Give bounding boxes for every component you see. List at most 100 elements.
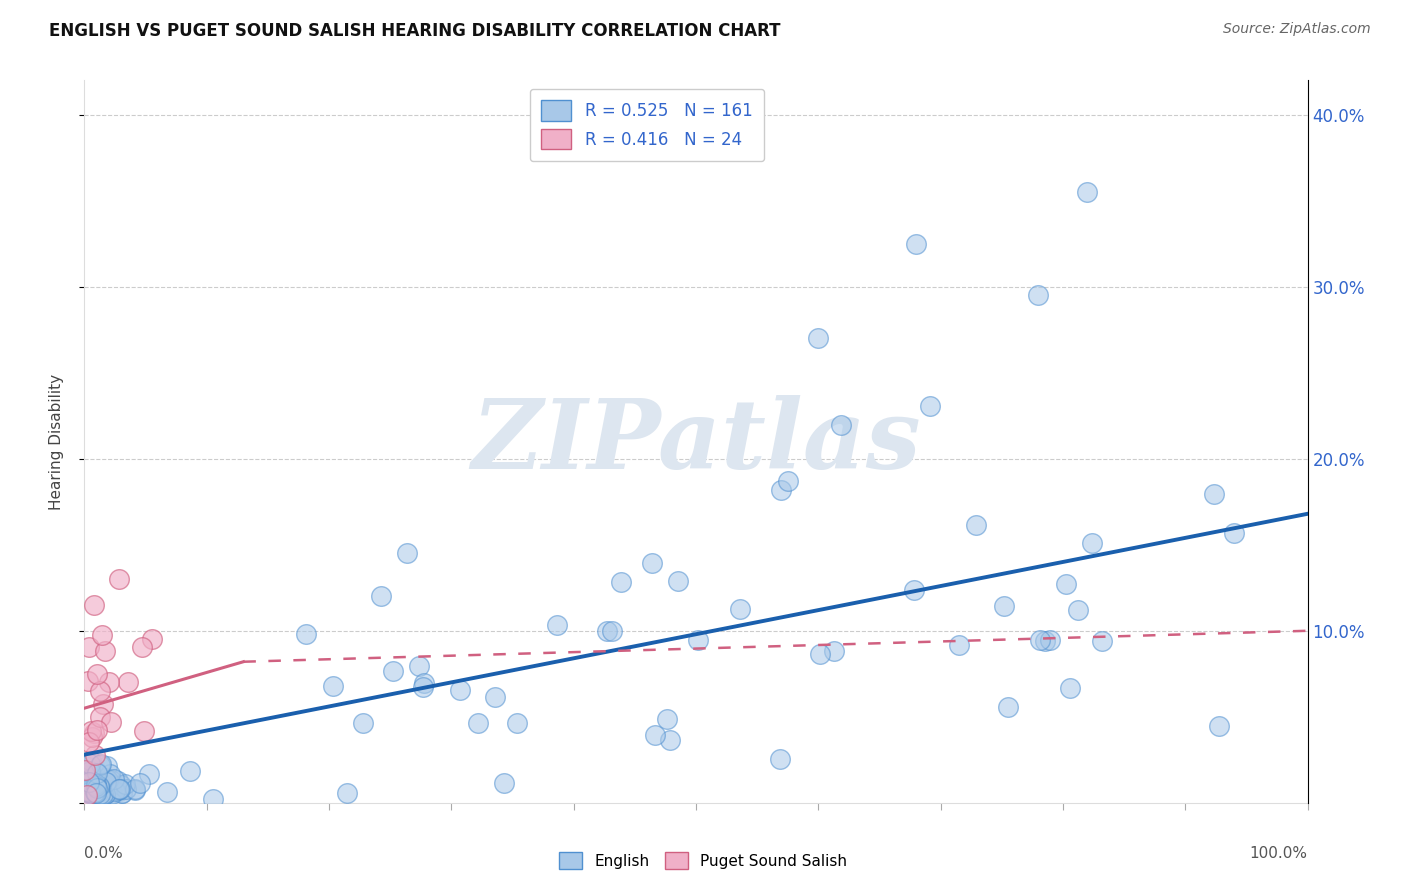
Point <box>295 626 318 640</box>
Point <box>770 483 793 498</box>
Point <box>641 556 664 570</box>
Point <box>86 780 108 795</box>
Point <box>91 697 114 711</box>
Point <box>107 774 129 789</box>
Point <box>77 640 100 654</box>
Point <box>657 712 679 726</box>
Point <box>73 784 96 798</box>
Point <box>84 781 107 796</box>
Text: ZIPatlas: ZIPatlas <box>471 394 921 489</box>
Point <box>82 730 104 744</box>
Point <box>89 786 111 800</box>
Point <box>80 771 103 785</box>
Point <box>124 783 146 797</box>
Point <box>82 784 104 798</box>
Point <box>79 777 101 791</box>
Point <box>108 782 131 797</box>
Text: Source: ZipAtlas.com: Source: ZipAtlas.com <box>1223 22 1371 37</box>
Point <box>644 728 666 742</box>
Point <box>89 787 111 801</box>
Point <box>103 772 125 786</box>
Point <box>666 574 689 588</box>
Point <box>1066 603 1088 617</box>
Point <box>688 633 710 648</box>
Point <box>89 783 111 797</box>
Point <box>179 764 201 778</box>
Point <box>1029 632 1052 647</box>
Point <box>370 589 392 603</box>
Point <box>86 786 108 800</box>
Point <box>83 784 105 798</box>
Point <box>993 599 1015 613</box>
Text: ENGLISH VS PUGET SOUND SALISH HEARING DISABILITY CORRELATION CHART: ENGLISH VS PUGET SOUND SALISH HEARING DI… <box>49 22 780 40</box>
Point <box>93 787 115 801</box>
Point <box>98 778 121 792</box>
Point <box>83 775 105 789</box>
Point <box>110 778 132 792</box>
Point <box>104 784 127 798</box>
Point <box>100 780 122 794</box>
Point <box>97 674 120 689</box>
Point <box>769 752 792 766</box>
Point <box>89 781 111 796</box>
Point <box>202 792 225 806</box>
Point <box>76 773 98 788</box>
Point <box>965 518 987 533</box>
Point <box>918 399 941 413</box>
Point <box>89 785 111 799</box>
Point <box>104 781 127 796</box>
Point <box>1059 681 1081 695</box>
Point <box>505 715 527 730</box>
Point <box>89 780 111 795</box>
Point <box>101 787 124 801</box>
Point <box>97 773 120 788</box>
Point <box>382 664 405 678</box>
Point <box>86 780 108 794</box>
Point <box>467 716 489 731</box>
Point <box>776 475 799 489</box>
Point <box>80 723 103 738</box>
Point <box>87 779 110 793</box>
Point <box>93 782 115 797</box>
Point <box>96 775 118 789</box>
Point <box>903 583 925 598</box>
Point <box>108 784 131 798</box>
Point <box>94 787 117 801</box>
Point <box>1091 633 1114 648</box>
Point <box>82 773 104 788</box>
Point <box>1056 576 1078 591</box>
Point <box>73 780 96 795</box>
Point <box>86 774 108 789</box>
Point <box>73 763 96 777</box>
Point <box>83 598 105 612</box>
Point <box>124 782 146 797</box>
Point <box>77 775 100 789</box>
Point <box>115 781 138 796</box>
Point <box>83 775 105 789</box>
Point <box>94 643 117 657</box>
Y-axis label: Hearing Disability: Hearing Disability <box>49 374 63 509</box>
Point <box>73 779 96 793</box>
Point <box>93 785 115 799</box>
Point <box>83 784 105 798</box>
Point <box>100 772 122 787</box>
Point <box>80 754 103 768</box>
Point <box>114 777 136 791</box>
Point <box>89 758 111 772</box>
Point <box>86 785 108 799</box>
Point <box>89 683 111 698</box>
Point <box>80 784 103 798</box>
Point <box>84 764 107 778</box>
Point <box>101 786 124 800</box>
Point <box>905 236 928 251</box>
Point <box>1204 486 1226 500</box>
Point <box>75 781 97 796</box>
Point <box>89 783 111 797</box>
Point <box>86 666 108 681</box>
Text: 0.0%: 0.0% <box>84 847 124 861</box>
Point <box>79 783 101 797</box>
Legend: English, Puget Sound Salish: English, Puget Sound Salish <box>553 846 853 875</box>
Point <box>117 674 139 689</box>
Point <box>84 779 107 793</box>
Point <box>609 574 631 589</box>
